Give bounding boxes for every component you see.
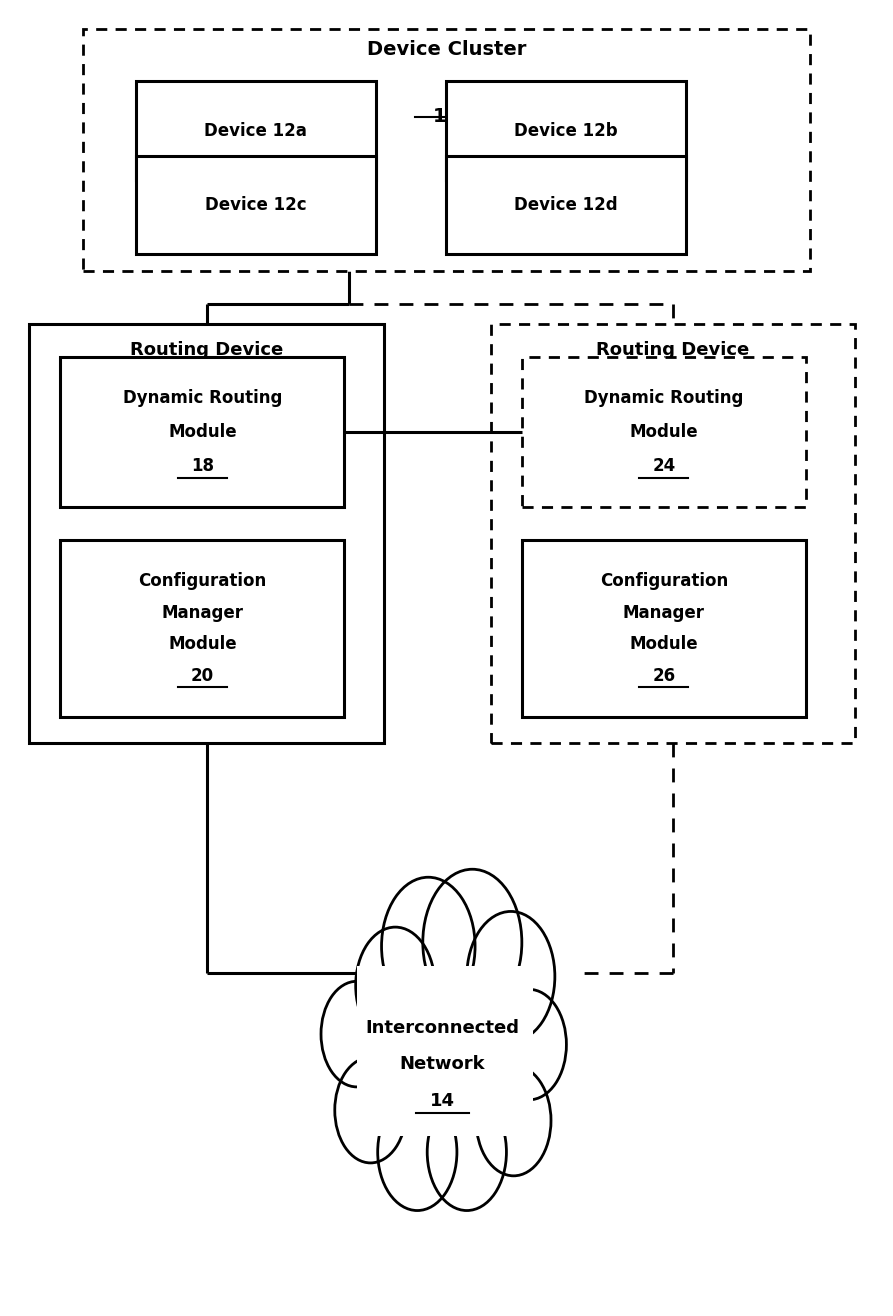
Bar: [357, 966, 533, 1136]
Circle shape: [321, 982, 393, 1087]
Circle shape: [381, 878, 475, 1016]
Text: Device 12b: Device 12b: [514, 121, 618, 139]
Text: Interconnected: Interconnected: [365, 1019, 519, 1037]
Text: Manager: Manager: [623, 604, 705, 621]
Text: Routing Device: Routing Device: [597, 341, 749, 359]
Text: Routing Device: Routing Device: [130, 341, 283, 359]
Bar: [446, 157, 686, 254]
Circle shape: [335, 1057, 406, 1163]
Circle shape: [467, 912, 555, 1041]
Text: 20: 20: [191, 667, 214, 684]
Circle shape: [355, 926, 435, 1044]
Text: Device 12c: Device 12c: [204, 196, 306, 215]
Text: Dynamic Routing: Dynamic Routing: [122, 388, 282, 407]
Text: Device Cluster: Device Cluster: [367, 39, 526, 59]
Text: 14: 14: [430, 1092, 455, 1109]
Circle shape: [476, 1066, 551, 1175]
Bar: [136, 82, 375, 180]
Text: 18: 18: [191, 457, 214, 475]
Text: Dynamic Routing: Dynamic Routing: [584, 388, 744, 407]
Bar: [136, 157, 375, 254]
Circle shape: [378, 1094, 457, 1211]
Text: 10: 10: [433, 107, 460, 126]
Bar: [522, 540, 805, 717]
Bar: [491, 324, 855, 744]
Text: Module: Module: [630, 422, 698, 441]
Bar: [29, 324, 384, 744]
Text: Device 12a: Device 12a: [204, 121, 307, 139]
Text: 24: 24: [652, 457, 675, 475]
Text: Configuration: Configuration: [600, 572, 728, 591]
Text: Configuration: Configuration: [138, 572, 267, 591]
Bar: [61, 357, 345, 507]
Text: Module: Module: [168, 422, 237, 441]
Text: 16: 16: [195, 397, 220, 416]
Text: Network: Network: [399, 1055, 485, 1074]
Text: Module: Module: [168, 636, 237, 653]
Text: Module: Module: [630, 636, 698, 653]
Text: Manager: Manager: [162, 604, 244, 621]
Bar: [522, 357, 805, 507]
Circle shape: [427, 1094, 506, 1211]
Text: 22: 22: [660, 397, 685, 416]
Text: Device 12d: Device 12d: [514, 196, 618, 215]
Text: 26: 26: [653, 667, 675, 684]
Bar: [61, 540, 345, 717]
Bar: [446, 82, 686, 180]
Circle shape: [491, 990, 566, 1100]
Bar: [83, 29, 810, 271]
Circle shape: [422, 870, 522, 1016]
